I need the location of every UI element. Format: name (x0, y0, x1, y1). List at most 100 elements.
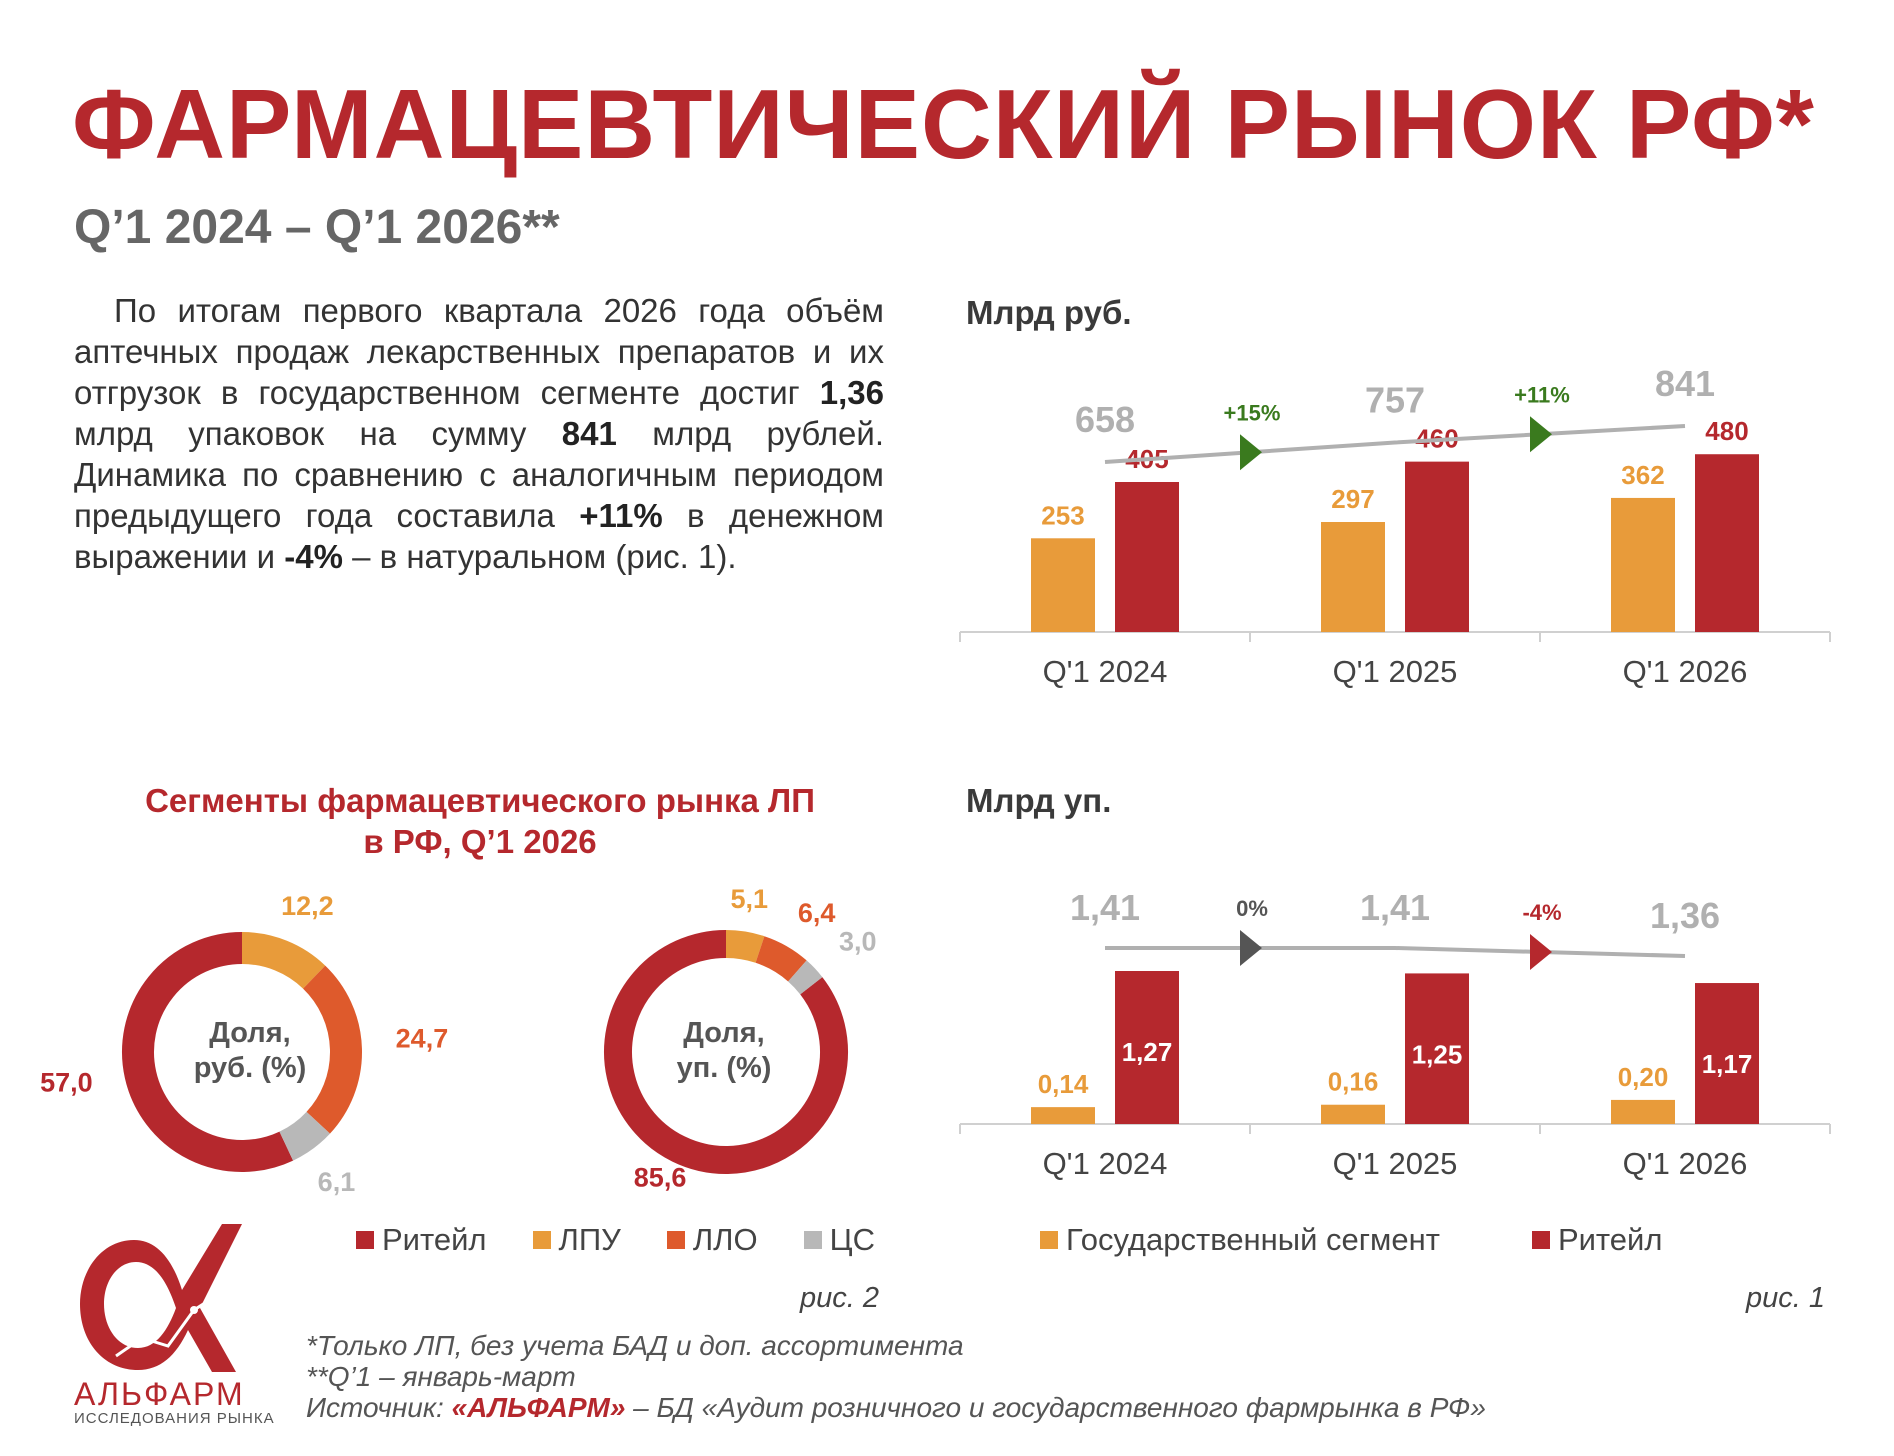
bar-gov (1611, 497, 1675, 632)
bar-retail (1405, 461, 1469, 632)
page-title: ФАРМАЦЕВТИЧЕСКИЙ РЫНОК РФ* (72, 69, 1815, 179)
x-tick-label: Q'1 2026 (1623, 1146, 1748, 1181)
total-trend-line (1105, 946, 1686, 958)
donut-center-rub-line1: Доля, (209, 1017, 291, 1049)
legend-item-lpu: ЛПУ (532, 1222, 621, 1258)
legend-label-cs: ЦС (829, 1222, 875, 1257)
data-label-gov: 0,20 (1618, 1062, 1669, 1092)
donut-slice-лло (302, 965, 362, 1134)
legend-swatch-gov (1040, 1231, 1058, 1249)
change-label: -4% (1522, 900, 1561, 925)
donut-slice-цс (787, 960, 823, 995)
legend-swatch-retail (1531, 1231, 1550, 1249)
data-label-gov: 253 (1041, 500, 1084, 530)
donut-label: 6,4 (798, 898, 836, 928)
fig-2-caption: рис. 2 (800, 1282, 879, 1314)
chart-rub-label: Млрд руб. (966, 294, 1132, 331)
legend-label-lpu: ЛПУ (558, 1222, 621, 1257)
legend-label-llo: ЛЛО (692, 1222, 758, 1257)
legend-swatch-llo (666, 1231, 685, 1249)
donut-label: 12,2 (281, 891, 334, 921)
legend-swatch-cs (803, 1231, 822, 1249)
legend-item-llo: ЛЛО (666, 1222, 758, 1258)
bar-gov (1031, 1107, 1095, 1124)
data-label-retail: 1,27 (1122, 1037, 1173, 1067)
change-label: +15% (1224, 400, 1281, 425)
donut-slice-ритейл (122, 932, 294, 1172)
data-label-gov: 362 (1621, 460, 1664, 490)
donut-slice-лло (755, 936, 807, 982)
bar-retail (1405, 973, 1469, 1124)
donut-legend: Ритейл ЛПУ ЛЛО ЦС (356, 1222, 875, 1258)
bar-retail (1115, 482, 1179, 632)
footnotes: *Только ЛП, без учета БАД и доп. ассорти… (306, 1330, 1486, 1423)
donut-slice-лпу (241, 932, 326, 989)
donut-slice-цс (278, 1111, 330, 1161)
donut-slice-ритейл (604, 930, 848, 1174)
donut-center-units: Доля, уп. (%) (634, 1016, 814, 1086)
source-note: Источник: «АЛЬФАРМ» – БД «Аудит рознично… (306, 1392, 1486, 1423)
donut-label: 57,0 (40, 1067, 93, 1097)
bar-legend: Государственный сегмент Ритейл (1040, 1222, 1708, 1258)
donut-slice-лпу (725, 930, 765, 963)
donut-title-line2: в РФ, Q’1 2026 (363, 823, 597, 860)
data-label-retail: 1,25 (1412, 1039, 1463, 1069)
bar-retail (1695, 454, 1759, 632)
alpha-logo-icon (80, 1224, 246, 1372)
logo-name: АЛЬФАРМ (74, 1376, 245, 1412)
intro-paragraph: По итогам первого квартала 2026 года объ… (74, 292, 884, 575)
total-label: 658 (1075, 399, 1135, 440)
chart-units-label: Млрд уп. (966, 782, 1112, 819)
data-label-gov: 0,16 (1328, 1067, 1379, 1097)
donut-label: 6,1 (318, 1167, 356, 1197)
fig-1-caption: рис. 1 (1746, 1282, 1825, 1314)
change-arrow (1240, 434, 1262, 471)
legend-swatch-lpu (532, 1231, 551, 1249)
bar-gov (1611, 1099, 1675, 1124)
x-tick-label: Q'1 2026 (1623, 654, 1748, 689)
x-tick-label: Q'1 2024 (1043, 654, 1168, 689)
total-label: 1,41 (1360, 887, 1430, 928)
bar-chart-units: 0,14 1,27 Q'1 2024 1,41 0,16 1,25 Q'1 2025 1,41… (959, 887, 1831, 1181)
donut-center-rub: Доля, руб. (%) (160, 1016, 340, 1086)
footnote-1: *Только ЛП, без учета БАД и доп. ассорти… (306, 1330, 964, 1361)
legend-label-retail-segment: Ритейл (382, 1222, 487, 1257)
donut-center-rub-line2: руб. (%) (193, 1052, 307, 1084)
footnote-2: **Q’1 – январь-март (306, 1361, 576, 1392)
data-label-retail: 1,17 (1702, 1049, 1753, 1079)
data-label-gov: 297 (1331, 484, 1374, 514)
x-tick-label: Q'1 2025 (1333, 654, 1458, 689)
donut-center-units-line2: уп. (%) (676, 1052, 772, 1084)
donut-label: 3,0 (839, 927, 877, 957)
bar-gov (1321, 522, 1385, 632)
change-arrow (1530, 934, 1552, 970)
legend-item-gov: Государственный сегмент (1040, 1222, 1440, 1258)
donut-chart-rub: 57,0 12,2 24,7 6,1 (40, 891, 449, 1197)
legend-swatch-retail-segment (356, 1231, 374, 1249)
total-label: 1,36 (1650, 895, 1720, 936)
data-label-gov: 0,14 (1038, 1069, 1089, 1099)
total-label: 841 (1655, 363, 1715, 404)
legend-label-retail: Ритейл (1557, 1222, 1663, 1257)
legend-item-retail: Ритейл (1531, 1222, 1663, 1258)
x-tick-label: Q'1 2024 (1043, 1146, 1168, 1181)
donut-label: 24,7 (396, 1024, 449, 1054)
change-arrow (1530, 416, 1552, 453)
legend-label-gov: Государственный сегмент (1066, 1222, 1440, 1257)
bar-gov (1321, 1104, 1385, 1124)
page-subtitle: Q’1 2024 – Q’1 2026** (74, 201, 560, 254)
total-trend-line (1104, 424, 1686, 464)
donut-center-units-line1: Доля, (683, 1017, 765, 1049)
total-label: 1,41 (1070, 887, 1140, 928)
donut-label: 85,6 (634, 1163, 687, 1193)
x-tick-label: Q'1 2025 (1333, 1146, 1458, 1181)
donut-title-line1: Сегменты фармацевтического рынка ЛП (145, 782, 815, 819)
bar-gov (1031, 538, 1095, 632)
change-label: 0% (1236, 896, 1268, 921)
legend-item-cs: ЦС (803, 1222, 875, 1258)
legend-item-retail-segment: Ритейл (356, 1222, 487, 1258)
donut-section-title: Сегменты фармацевтического рынка ЛП в РФ… (70, 780, 890, 862)
data-label-retail: 480 (1705, 416, 1748, 446)
bar-retail (1695, 983, 1759, 1124)
